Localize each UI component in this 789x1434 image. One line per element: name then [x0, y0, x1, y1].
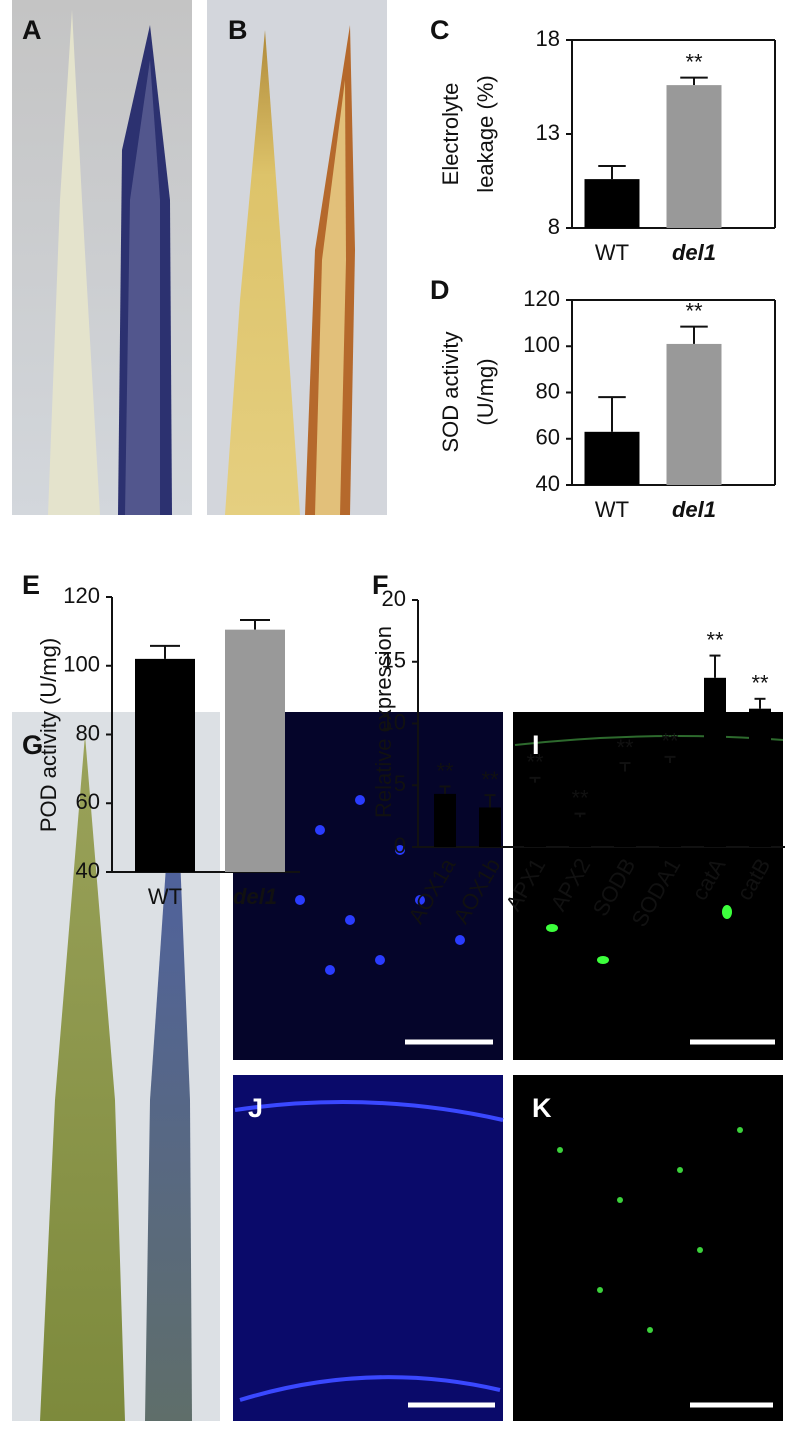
panel-label: B: [228, 15, 248, 45]
x-tick-label: del1: [233, 884, 277, 909]
bar: [666, 343, 722, 485]
bar: [584, 179, 640, 228]
image-b: [207, 0, 387, 515]
panel-label: F: [372, 570, 389, 600]
y-tick-label: 0: [394, 833, 406, 858]
bar: [666, 85, 722, 229]
image-a: [12, 0, 192, 515]
y-tick-label: 120: [523, 286, 560, 311]
significance-label: **: [661, 729, 679, 754]
y-tick-label: 5: [394, 771, 406, 796]
significance-label: **: [751, 671, 769, 696]
x-tick-label: WT: [595, 497, 629, 522]
x-tick-label: WT: [595, 240, 629, 265]
bar: [659, 763, 681, 847]
y-tick-label: 8: [548, 214, 560, 239]
y-tick-label: 40: [536, 471, 560, 496]
significance-label: **: [526, 750, 544, 775]
panel-label: C: [430, 15, 450, 45]
significance-label: **: [436, 758, 454, 783]
significance-label: **: [685, 49, 703, 74]
image-k: [513, 1075, 783, 1421]
panel-label: K: [532, 1093, 552, 1123]
y-axis-label: Electrolyte: [438, 83, 463, 186]
significance-label: **: [481, 767, 499, 792]
y-tick-label: 20: [382, 586, 406, 611]
bar: [135, 658, 195, 872]
bar: [479, 807, 501, 847]
y-tick-label: 80: [76, 720, 100, 745]
y-tick-label: 120: [63, 583, 100, 608]
bar: [584, 431, 640, 485]
panel-label: A: [22, 15, 42, 45]
y-axis-label: SOD activity: [438, 331, 463, 452]
image-i: [513, 712, 784, 1060]
y-axis-label: POD activity (U/mg): [36, 638, 61, 832]
y-axis-label: Relative expression: [371, 626, 396, 818]
panel-label: I: [532, 730, 540, 760]
bar: [569, 817, 591, 847]
y-tick-label: 40: [76, 858, 100, 883]
y-tick-label: 60: [76, 789, 100, 814]
panel-label: J: [248, 1093, 263, 1123]
bar: [704, 677, 726, 847]
y-tick-label: 10: [382, 709, 406, 734]
bar: [434, 793, 456, 847]
significance-label: **: [706, 627, 724, 652]
y-tick-label: 15: [382, 648, 406, 673]
significance-label: **: [571, 785, 589, 810]
significance-label: **: [616, 735, 634, 760]
significance-label: **: [685, 298, 703, 323]
y-axis-label: (U/mg): [473, 358, 498, 425]
panel-label: G: [22, 730, 43, 760]
image-j: [233, 1075, 504, 1421]
x-tick-label: WT: [148, 884, 182, 909]
y-tick-label: 100: [523, 332, 560, 357]
y-tick-label: 18: [536, 26, 560, 51]
y-tick-label: 60: [536, 425, 560, 450]
panel-label: D: [430, 275, 450, 305]
bar: [524, 782, 546, 847]
bar: [225, 629, 285, 872]
bar: [614, 771, 636, 847]
y-tick-label: 100: [63, 652, 100, 677]
y-tick-label: 13: [536, 120, 560, 145]
x-tick-label: del1: [672, 240, 716, 265]
x-tick-label: del1: [672, 497, 716, 522]
bar: [749, 708, 771, 847]
y-tick-label: 80: [536, 378, 560, 403]
y-axis-label: leakage (%): [473, 75, 498, 192]
panel-label: E: [22, 570, 40, 600]
